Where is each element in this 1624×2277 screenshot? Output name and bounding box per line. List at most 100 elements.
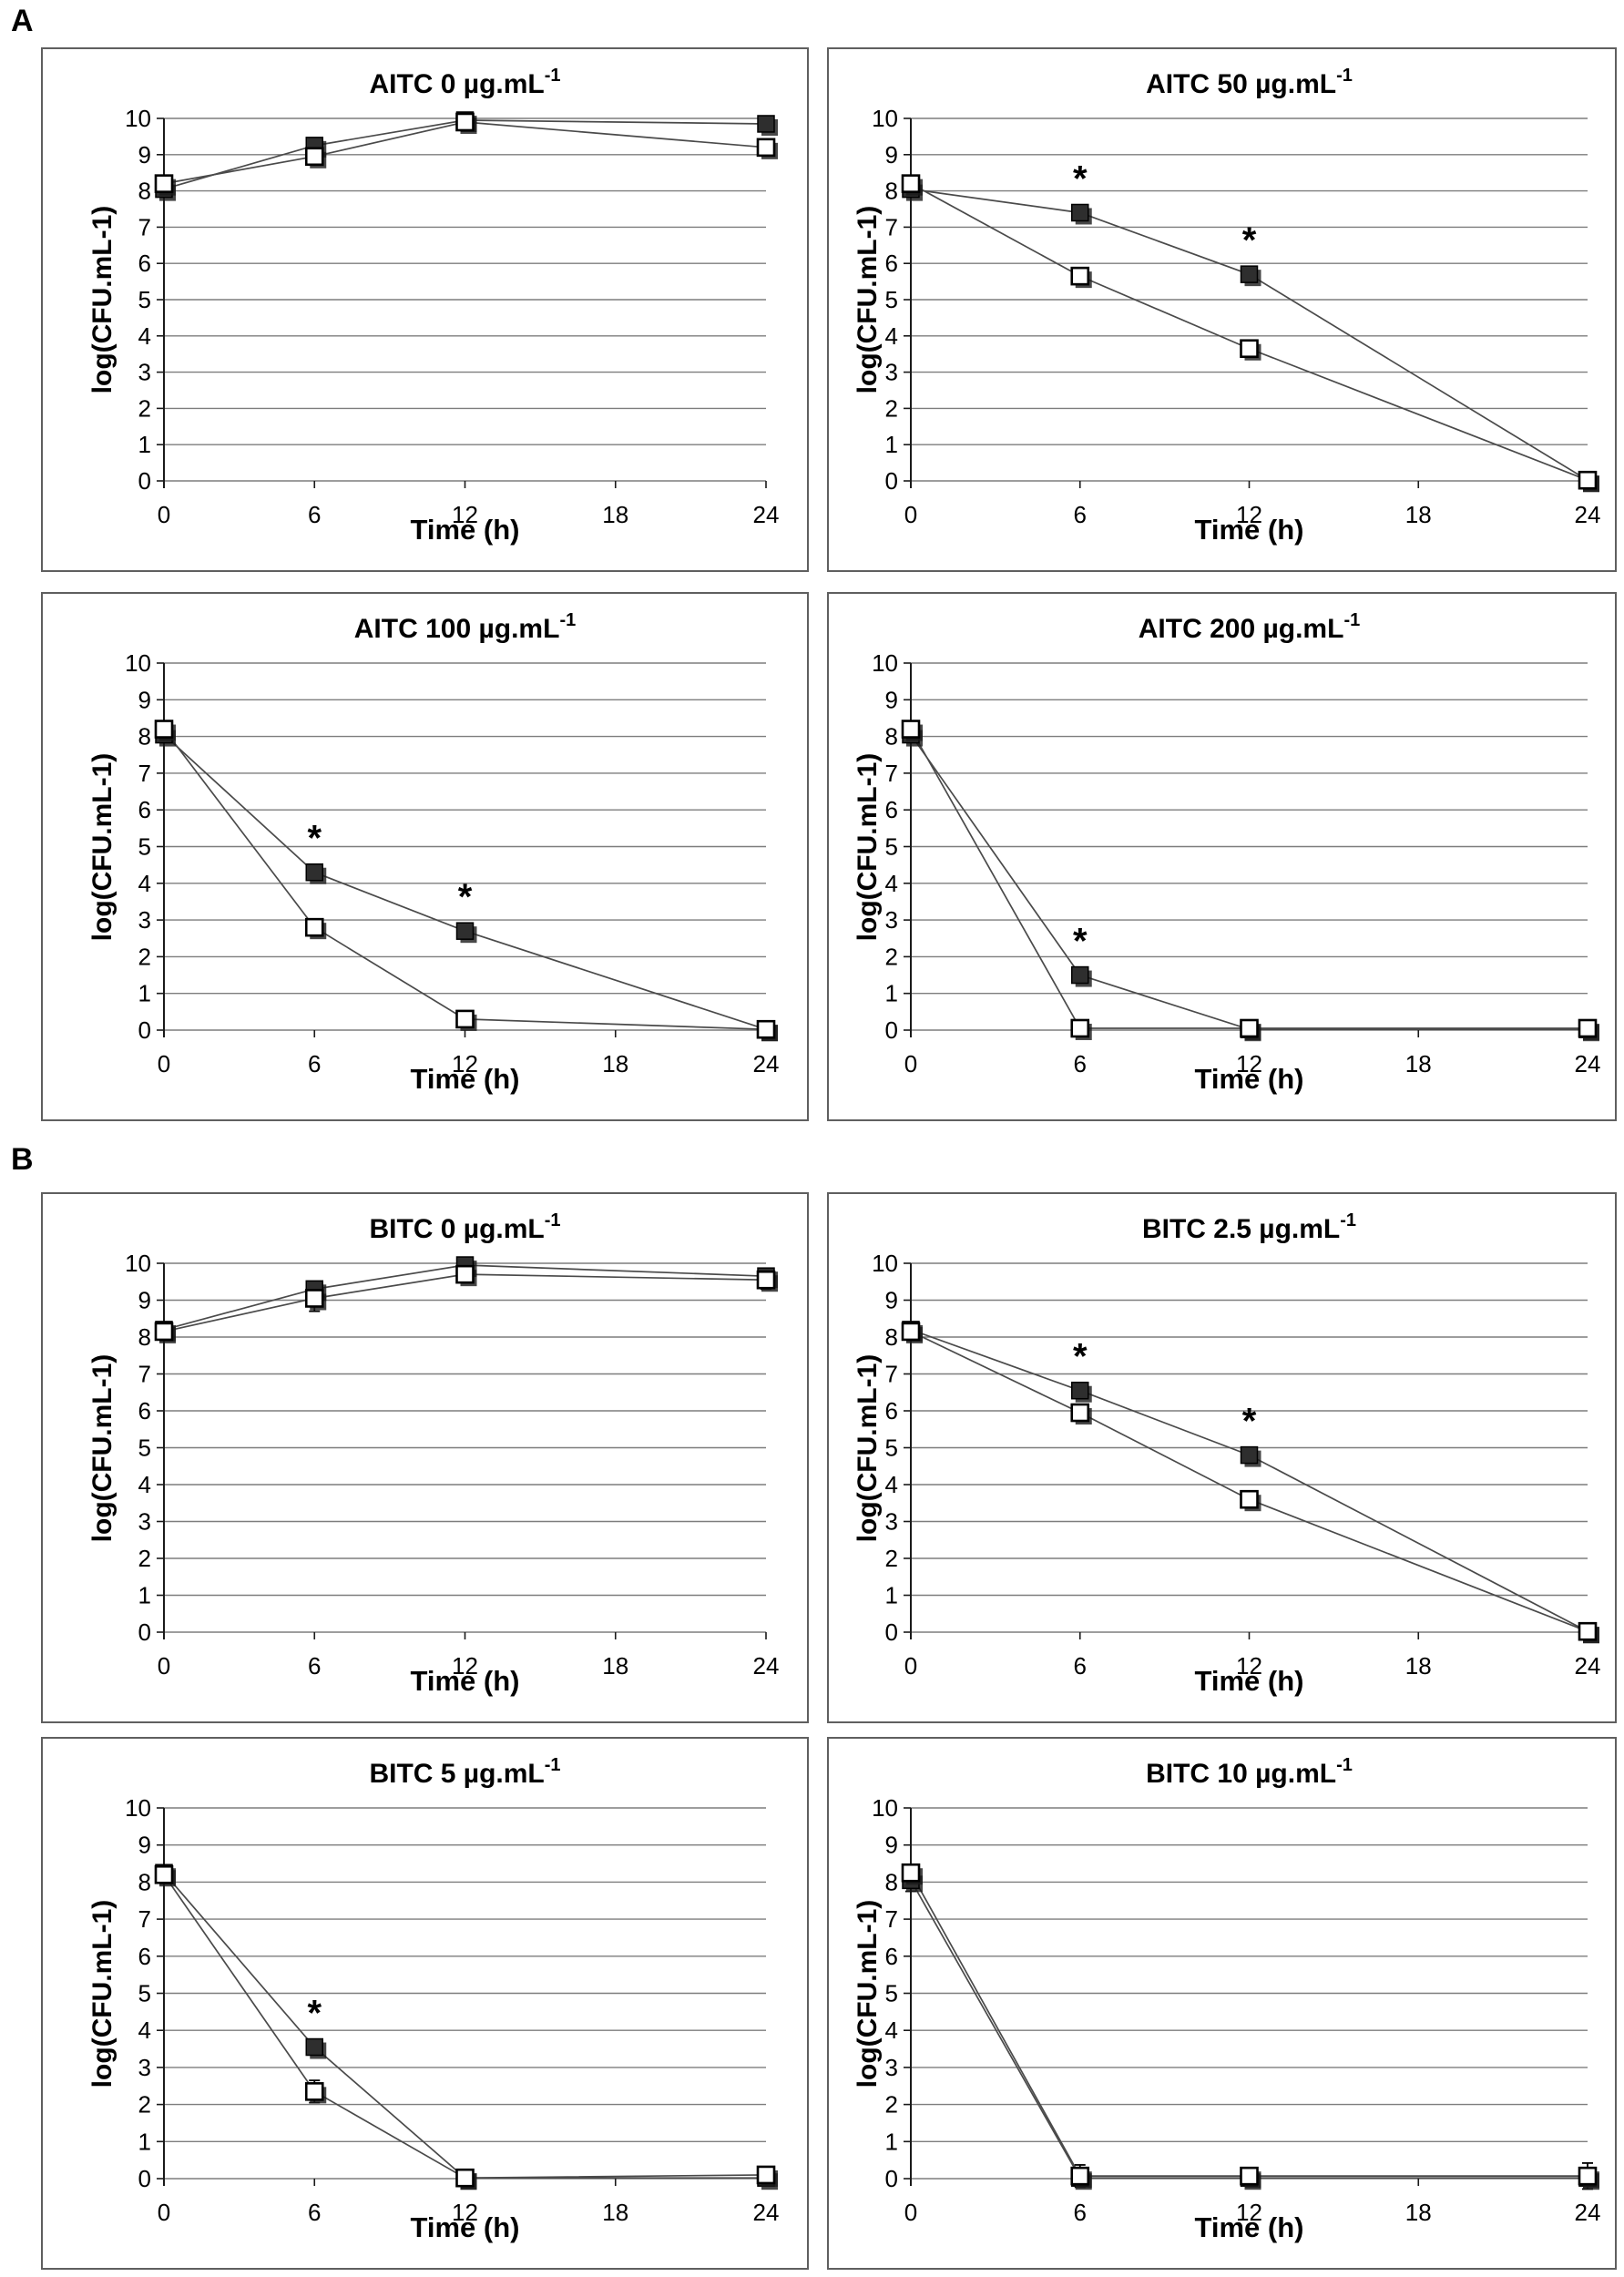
svg-text:2: 2: [885, 2091, 898, 2119]
svg-text:0: 0: [904, 501, 917, 528]
svg-text:7: 7: [885, 760, 898, 787]
svg-text:7: 7: [138, 1905, 151, 1933]
significance-asterisk: *: [1242, 220, 1257, 260]
svg-text:4: 4: [138, 322, 151, 350]
svg-text:0: 0: [158, 2199, 170, 2226]
chart-aitc-200: AITC 200 µg.mL-1 log(CFU.mL-1) Time (h) …: [827, 592, 1617, 1121]
svg-text:0: 0: [138, 2165, 151, 2192]
svg-text:3: 3: [885, 1508, 898, 1536]
svg-text:7: 7: [885, 1361, 898, 1388]
svg-text:5: 5: [885, 1980, 898, 2007]
svg-text:9: 9: [885, 686, 898, 713]
svg-text:6: 6: [138, 1943, 151, 1970]
svg-text:3: 3: [885, 2054, 898, 2081]
svg-text:12: 12: [1236, 501, 1262, 528]
svg-text:18: 18: [1405, 2199, 1432, 2226]
chart-bitc-10: BITC 10 µg.mL-1 log(CFU.mL-1) Time (h) 0…: [827, 1737, 1617, 2270]
svg-text:0: 0: [885, 2165, 898, 2192]
svg-text:6: 6: [885, 250, 898, 277]
svg-text:24: 24: [753, 1652, 780, 1680]
svg-text:8: 8: [885, 723, 898, 750]
svg-text:2: 2: [885, 394, 898, 422]
significance-asterisk: *: [307, 1994, 322, 2034]
svg-text:2: 2: [138, 394, 151, 422]
svg-text:7: 7: [138, 760, 151, 787]
chart-aitc-50: AITC 50 µg.mL-1 log(CFU.mL-1) Time (h) 0…: [827, 47, 1617, 572]
svg-text:18: 18: [602, 2199, 628, 2226]
svg-text:10: 10: [872, 105, 898, 132]
significance-asterisk: *: [1073, 922, 1088, 962]
chart-aitc-100: AITC 100 µg.mL-1 log(CFU.mL-1) Time (h) …: [41, 592, 809, 1121]
svg-text:4: 4: [138, 2017, 151, 2044]
significance-asterisk: *: [458, 877, 473, 917]
significance-asterisk: *: [307, 819, 322, 859]
x-axis-label: Time (h): [1194, 2211, 1304, 2243]
svg-text:4: 4: [885, 2017, 898, 2044]
svg-text:7: 7: [885, 213, 898, 240]
svg-text:24: 24: [1575, 501, 1601, 528]
significance-asterisk: *: [1073, 158, 1088, 199]
svg-text:0: 0: [138, 1618, 151, 1646]
x-axis-label: Time (h): [1194, 1063, 1304, 1095]
svg-text:10: 10: [125, 105, 151, 132]
svg-text:3: 3: [885, 359, 898, 386]
x-axis-label: Time (h): [410, 514, 520, 546]
svg-text:24: 24: [1575, 1652, 1601, 1680]
chart-title: BITC 2.5 µg.mL-1: [1141, 1210, 1357, 1244]
svg-text:9: 9: [138, 1832, 151, 1859]
svg-text:6: 6: [138, 250, 151, 277]
svg-text:8: 8: [138, 1323, 151, 1351]
svg-text:12: 12: [1236, 1652, 1262, 1680]
svg-text:12: 12: [452, 1652, 478, 1680]
svg-text:10: 10: [872, 1794, 898, 1822]
svg-text:9: 9: [138, 1287, 151, 1314]
svg-text:0: 0: [885, 467, 898, 495]
svg-text:6: 6: [138, 1397, 151, 1424]
svg-text:8: 8: [138, 1868, 151, 1895]
svg-text:6: 6: [308, 2199, 321, 2226]
svg-text:0: 0: [158, 1652, 170, 1680]
chart-title: AITC 0 µg.mL-1: [369, 66, 561, 99]
svg-text:0: 0: [885, 1618, 898, 1646]
svg-text:1: 1: [138, 2128, 151, 2155]
svg-text:24: 24: [753, 2199, 780, 2226]
svg-text:18: 18: [1405, 1050, 1432, 1077]
svg-text:6: 6: [1074, 1652, 1087, 1680]
svg-text:1: 1: [885, 431, 898, 458]
svg-text:3: 3: [138, 1508, 151, 1536]
svg-text:12: 12: [1236, 2199, 1262, 2226]
svg-text:24: 24: [1575, 2199, 1601, 2226]
svg-text:8: 8: [885, 1323, 898, 1351]
svg-text:0: 0: [904, 1652, 917, 1680]
chart-title: AITC 200 µg.mL-1: [1138, 610, 1361, 644]
svg-text:4: 4: [885, 1471, 898, 1498]
significance-asterisk: *: [1242, 1402, 1257, 1442]
svg-text:3: 3: [885, 906, 898, 934]
svg-text:0: 0: [138, 1016, 151, 1044]
x-axis-label: Time (h): [1194, 514, 1304, 546]
svg-text:1: 1: [138, 431, 151, 458]
panel-a-label: A: [11, 4, 34, 38]
svg-text:5: 5: [885, 1435, 898, 1462]
svg-text:8: 8: [885, 1868, 898, 1895]
svg-text:0: 0: [904, 1050, 917, 1077]
svg-text:10: 10: [125, 1250, 151, 1277]
svg-text:12: 12: [452, 501, 478, 528]
svg-text:2: 2: [138, 943, 151, 970]
svg-text:18: 18: [1405, 501, 1432, 528]
svg-text:4: 4: [885, 322, 898, 350]
svg-text:7: 7: [885, 1905, 898, 1933]
svg-text:0: 0: [885, 1016, 898, 1044]
svg-text:6: 6: [1074, 1050, 1087, 1077]
svg-text:24: 24: [753, 501, 780, 528]
svg-text:1: 1: [138, 980, 151, 1007]
svg-text:4: 4: [138, 1471, 151, 1498]
